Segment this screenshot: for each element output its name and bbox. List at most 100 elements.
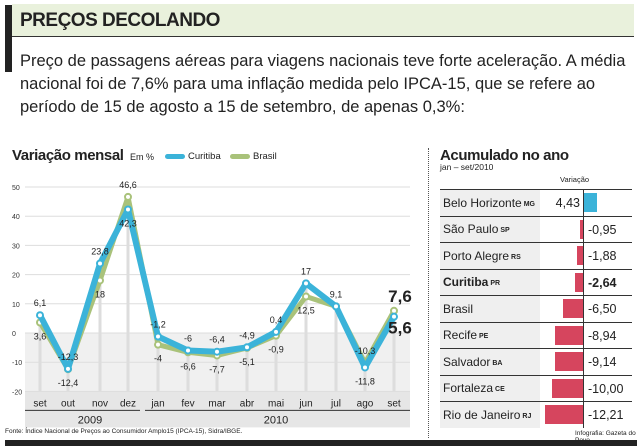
divider [428, 148, 429, 438]
x-tick-label: jun [298, 398, 312, 409]
table-subtitle: jan – set/2010 [440, 162, 494, 172]
column-header: Variação [560, 175, 590, 184]
x-tick-label: set [387, 398, 401, 409]
data-label: 0,4 [270, 315, 283, 325]
data-label: -6,6 [180, 361, 196, 371]
x-tick-label: dez [120, 398, 136, 409]
accum-table: Belo Horizonte MG 4,43 São Paulo SP -0,95 Port… [440, 189, 632, 428]
y-tick-label: 20 [12, 273, 20, 280]
x-tick-label: fev [181, 398, 194, 409]
city-label: Rio de Janeiro [443, 407, 521, 422]
data-label: 46,6 [119, 180, 137, 190]
table-row: Curitiba PR -2,64 [440, 268, 632, 295]
y-tick-label: -20 [12, 389, 22, 396]
x-tick-label: set [33, 398, 47, 409]
data-label: 6,1 [34, 298, 47, 308]
data-label: 17 [301, 266, 311, 276]
accent-bar [5, 5, 12, 72]
footer-bar [5, 440, 637, 446]
data-label: -4,9 [239, 330, 255, 340]
city-name: Curitiba PR [440, 269, 540, 295]
city-label: Curitiba [443, 275, 489, 290]
data-label: -12,4 [58, 378, 79, 388]
data-label: 7,6 [388, 287, 412, 306]
table-row: Rio de Janeiro RJ -12,21 [440, 401, 632, 428]
value-bar [555, 325, 583, 345]
table-row: São Paulo SP -0,95 [440, 215, 632, 242]
city-name: Fortaleza CE [440, 375, 540, 401]
value-label: -6,50 [588, 302, 617, 316]
data-label: -6,4 [209, 335, 225, 345]
header-band [12, 4, 634, 37]
data-point [302, 279, 310, 288]
state-code: MG [523, 200, 535, 208]
x-tick-label: abr [240, 398, 255, 409]
city-name: Salvador BA [440, 349, 540, 375]
value-label: -1,88 [588, 249, 617, 263]
data-label: 42,3 [119, 218, 137, 228]
value-bar [580, 219, 583, 239]
data-label: 18 [95, 289, 105, 299]
city-label: Porto Alegre [443, 248, 510, 263]
legend-curitiba: Curitiba [165, 151, 221, 162]
y-tick-label: 0 [12, 331, 16, 338]
value-label: -0,95 [588, 222, 617, 237]
city-label: São Paulo [443, 222, 499, 237]
state-code: BA [492, 359, 503, 367]
value-bar [545, 405, 583, 424]
city-name: Belo Horizonte MG [440, 190, 540, 216]
table-row: Fortaleza CE -10,00 [440, 374, 632, 401]
data-point [184, 346, 192, 355]
x-tick-label: jan [150, 398, 164, 409]
value-bar [552, 378, 583, 398]
data-label: 9,1 [330, 289, 343, 299]
data-point [124, 205, 132, 214]
axis-band [25, 391, 410, 428]
y-tick-label: -10 [12, 360, 22, 367]
value-bar [574, 272, 583, 292]
year-label: 2009 [78, 414, 102, 426]
x-tick-label: ago [357, 398, 374, 409]
city-label: Belo Horizonte [443, 195, 522, 210]
data-point [332, 302, 340, 311]
city-label: Recife [443, 328, 478, 343]
data-label: -0,9 [268, 345, 284, 355]
value-label: -12,21 [588, 408, 624, 422]
city-name: Rio de Janeiro RJ [440, 402, 540, 428]
data-label: 5,6 [388, 319, 412, 338]
x-tick-label: jul [330, 398, 341, 409]
data-point [361, 363, 369, 372]
value-label: -9,14 [588, 355, 617, 369]
table-row: Porto Alegre RS -1,88 [440, 242, 632, 269]
intro-text: Preço de passagens aéreas para viagens n… [20, 52, 626, 116]
value-label: 4,43 [555, 196, 580, 210]
data-point [154, 332, 162, 341]
value-label: -2,64 [588, 275, 617, 290]
data-label: -7,7 [209, 364, 225, 374]
data-point [302, 292, 310, 301]
page-title: PREÇOS DECOLANDO [20, 10, 220, 31]
city-name: Brasil [440, 296, 540, 322]
value-bar [554, 352, 583, 371]
city-label: Fortaleza [443, 381, 494, 396]
y-tick-label: 10 [12, 302, 20, 309]
value-bar [577, 246, 583, 265]
x-tick-label: mar [208, 398, 226, 409]
state-code: RJ [522, 412, 532, 420]
data-point [213, 347, 221, 356]
table-row: Recife PE -8,94 [440, 321, 632, 348]
state-code: SP [500, 227, 510, 235]
data-label: -1,2 [150, 320, 166, 330]
legend-label: Curitiba [188, 151, 221, 162]
data-point [124, 192, 132, 201]
value-label: -8,94 [588, 328, 617, 343]
state-code: PR [490, 280, 501, 288]
data-point [243, 343, 251, 352]
value-bar [583, 193, 597, 212]
table-row: Salvador BA -9,14 [440, 348, 632, 375]
legend-label: Brasil [253, 151, 277, 162]
data-label: -6 [184, 334, 192, 344]
chart-unit: Em % [130, 152, 155, 162]
x-tick-label: nov [92, 398, 108, 409]
data-label: 3,6 [34, 331, 47, 341]
